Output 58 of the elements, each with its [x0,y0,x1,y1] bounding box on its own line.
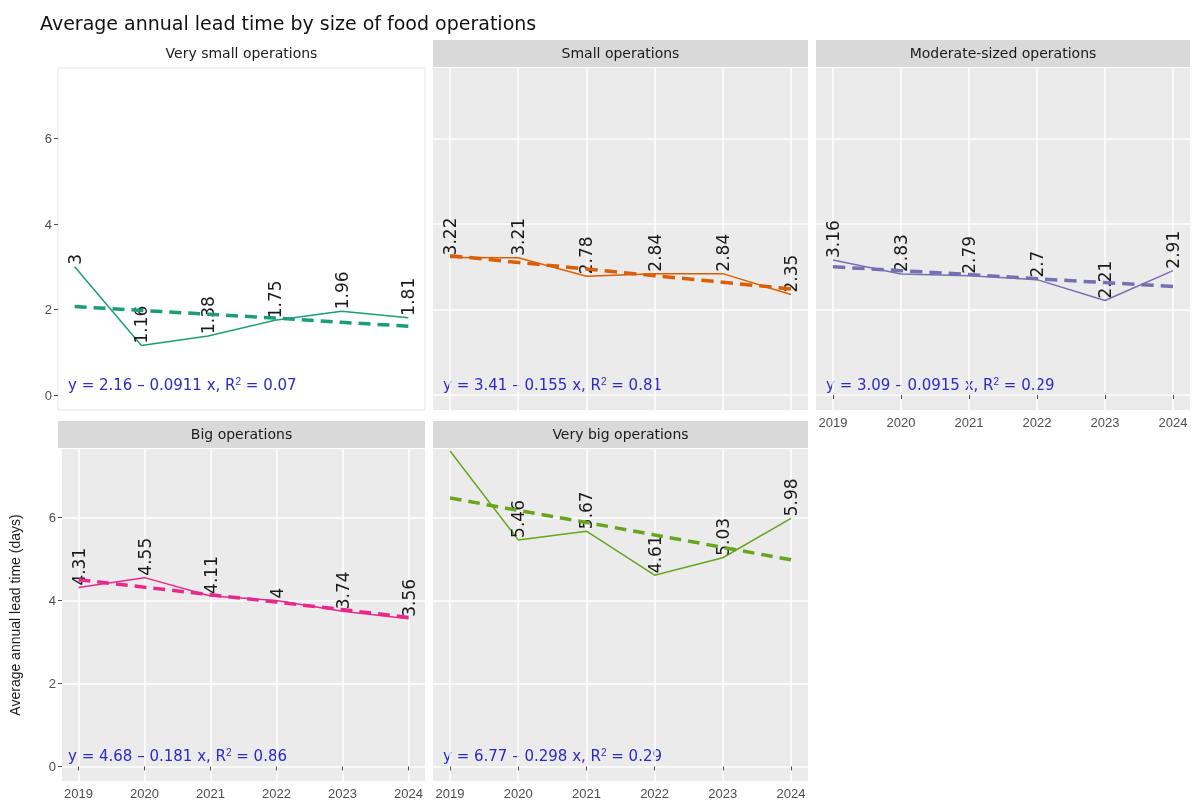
x-tick-label: 2023 [708,786,738,801]
y-tick-label: 0 [48,758,56,774]
x-tick-label: 2024 [1158,415,1188,430]
data-label: 2.35 [780,254,801,293]
data-label: 2.79 [959,235,979,274]
data-label: 2.84 [712,233,733,272]
x-tick-label: 2024 [394,786,423,801]
x-tick-label: 2022 [262,786,291,801]
x-tick-label: 2024 [776,786,806,801]
data-label: 4.61 [644,535,665,574]
data-label: 4.31 [68,547,89,586]
chart-title: Very big operations [433,421,808,448]
y-tick-label: 4 [48,592,56,608]
x-tick-label: 2020 [130,786,159,801]
x-tick-label: 2022 [1022,415,1052,430]
data-label: 2.21 [1095,260,1115,299]
data-label: 1.81 [398,277,419,316]
chart-title: Moderate-sized operations [816,40,1190,67]
x-tick-label: 2020 [503,786,533,801]
data-label: 3 [64,253,85,265]
x-tick-label: 2022 [640,786,670,801]
data-label: 4.11 [200,556,221,594]
chart-subtitle: Very small operations [164,44,319,63]
data-label: 2.7 [1027,250,1047,278]
y-tick-label: 0 [44,387,52,403]
y-tick-label: 6 [44,131,52,147]
chart-title: Big operations [58,421,425,448]
data-label: 5.46 [508,500,529,538]
chart-title: Average annual lead time by size of food operations [40,12,537,34]
data-label: 3.56 [398,578,419,617]
data-label: 2.84 [644,233,665,272]
data-label: 1.75 [264,280,285,319]
x-tick-label: 2019 [64,786,93,801]
y-tick-label: 2 [48,675,56,691]
data-label: 1.96 [331,271,352,310]
x-tick-label: 2019 [435,786,465,801]
x-tick-label: 2020 [886,415,916,430]
data-label: 3.22 [440,217,461,256]
data-label: 5.98 [780,478,801,517]
x-tick-label: 2021 [571,786,601,801]
x-tick-label: 2019 [818,415,848,430]
x-tick-label: 2023 [1090,415,1120,430]
y-tick-label: 4 [44,216,52,232]
x-tick-label: 2023 [328,786,357,801]
data-label: 4 [266,587,287,599]
y-tick-label: 2 [44,302,52,318]
y-tick-label: 6 [48,509,56,525]
data-label: 2.83 [891,234,911,273]
data-label: 2.91 [1163,230,1183,269]
y-axis-title: Average annual lead time (days) [7,514,23,716]
chart-title: Small operations [433,40,808,67]
data-label: 1.38 [198,296,219,335]
x-tick-label: 2021 [196,786,225,801]
x-tick-label: 2021 [954,415,984,430]
data-label: 3.74 [332,571,353,610]
data-label: 3.16 [823,220,843,258]
data-label: 4.55 [134,537,155,576]
data-label: 3.21 [508,217,529,256]
